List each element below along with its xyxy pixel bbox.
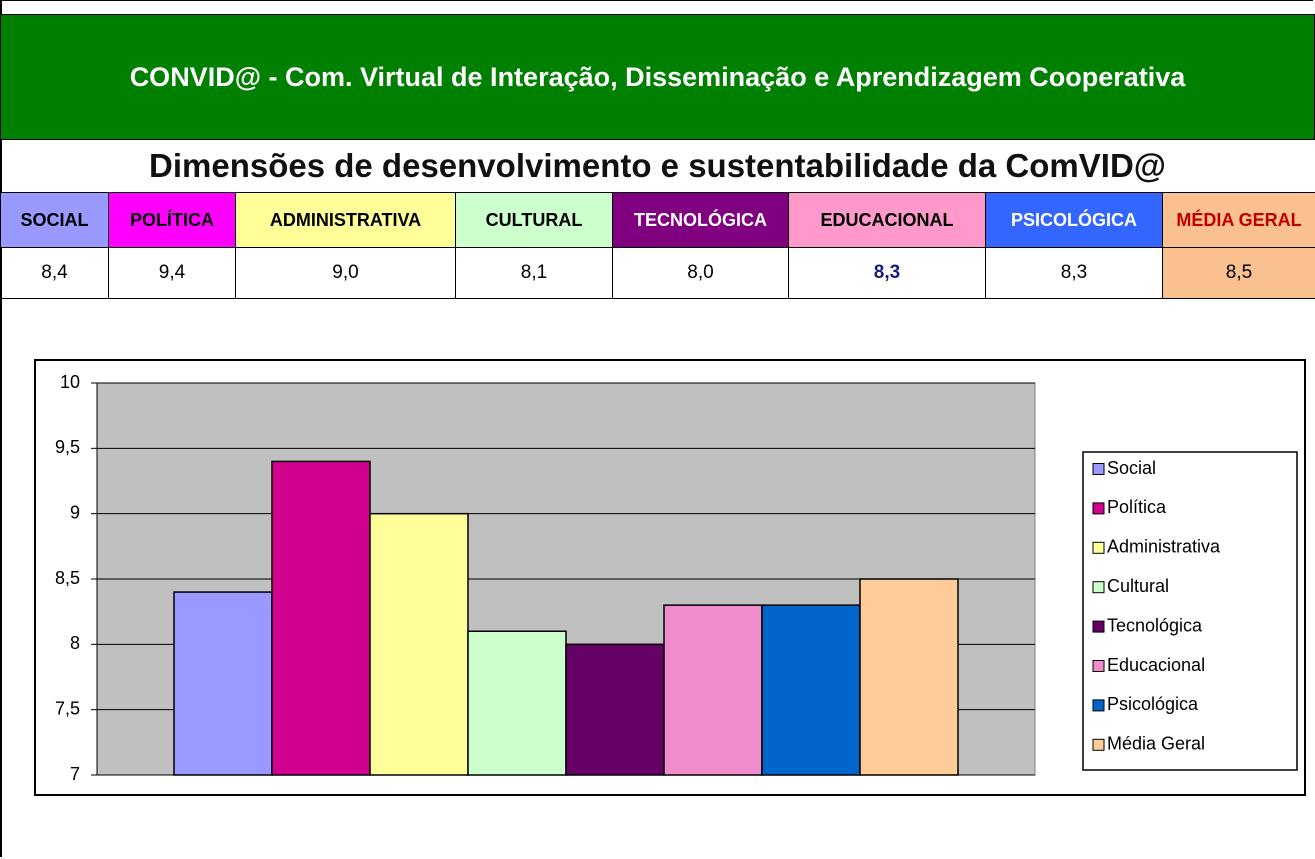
legend-label: Cultural bbox=[1107, 576, 1169, 596]
table-cell: POLÍTICA bbox=[108, 192, 236, 248]
y-tick-label: 10 bbox=[60, 372, 80, 392]
bar bbox=[369, 512, 469, 776]
header: CONVID@ - Com. Virtual de Interação, Dis… bbox=[0, 14, 1315, 140]
table-row: 8,4 9,4 9,0 8,1 8,0 8,3 8,3 8,5 bbox=[0, 247, 1315, 299]
table-cell: 8,0 bbox=[612, 247, 789, 299]
bar bbox=[859, 578, 959, 776]
y-tick-label: 7,5 bbox=[55, 698, 80, 718]
subtitle-text: Dimensões de desenvolvimento e sustentab… bbox=[149, 147, 1166, 184]
legend-label: Tecnológica bbox=[1107, 615, 1203, 635]
bar bbox=[565, 643, 665, 776]
legend-label: Psicológica bbox=[1107, 694, 1199, 714]
y-tick-label: 9,5 bbox=[55, 437, 80, 457]
legend-label: Administrativa bbox=[1107, 537, 1221, 557]
header-title: CONVID@ - Com. Virtual de Interação, Dis… bbox=[129, 61, 1186, 92]
subtitle: Dimensões de desenvolvimento e sustentab… bbox=[0, 140, 1315, 192]
table-cell: 8,3 bbox=[985, 247, 1163, 299]
legend-label: Educacional bbox=[1107, 655, 1205, 675]
bar bbox=[761, 604, 861, 776]
table-cell: 8,4 bbox=[0, 247, 109, 299]
bar bbox=[173, 591, 273, 776]
y-tick-label: 9 bbox=[70, 502, 80, 522]
legend-swatch bbox=[1092, 541, 1105, 554]
legend bbox=[1082, 451, 1298, 771]
table-cell: 8,3 bbox=[788, 247, 986, 299]
table-cell: 9,0 bbox=[235, 247, 456, 299]
y-tick-label: 7 bbox=[70, 764, 80, 784]
table-cell: MÉDIA GERAL bbox=[1162, 192, 1315, 248]
legend-swatch bbox=[1092, 620, 1105, 633]
table-row: SOCIAL POLÍTICA ADMINISTRATIVA CULTURAL TECN… bbox=[0, 192, 1315, 248]
table-cell: 9,4 bbox=[108, 247, 236, 299]
legend-swatch bbox=[1092, 581, 1105, 594]
table-cell: EDUCACIONAL bbox=[788, 192, 986, 248]
legend-swatch bbox=[1092, 502, 1105, 515]
dimension-table: SOCIAL POLÍTICA ADMINISTRATIVA CULTURAL TECN… bbox=[0, 192, 1315, 299]
legend-label: Social bbox=[1107, 458, 1156, 478]
table-cell: TECNOLÓGICA bbox=[612, 192, 789, 248]
y-tick-label: 8,5 bbox=[55, 568, 80, 588]
table-cell: 8,5 bbox=[1162, 247, 1315, 299]
table-cell: 8,1 bbox=[455, 247, 613, 299]
table-cell: PSICOLÓGICA bbox=[985, 192, 1163, 248]
legend-swatch bbox=[1092, 660, 1105, 672]
bar bbox=[663, 604, 763, 776]
legend-swatch bbox=[1092, 463, 1105, 475]
bar bbox=[467, 630, 567, 776]
legend-swatch bbox=[1092, 738, 1105, 751]
table-cell: ADMINISTRATIVA bbox=[235, 192, 456, 248]
table-cell: SOCIAL bbox=[0, 192, 109, 248]
chart: 7 7,5 8 8,5 9 9,5 10 Social Política Administrati… bbox=[34, 359, 1306, 796]
legend-label: Política bbox=[1107, 497, 1167, 517]
legend-label: Média Geral bbox=[1107, 734, 1205, 754]
table-cell: CULTURAL bbox=[455, 192, 613, 248]
y-tick-label: 8 bbox=[70, 633, 80, 653]
bar bbox=[271, 460, 371, 776]
legend-swatch bbox=[1092, 699, 1105, 712]
